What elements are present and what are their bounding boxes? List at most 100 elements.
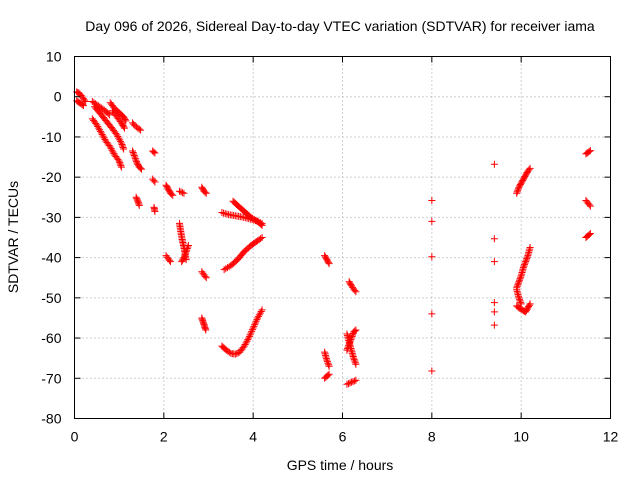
data-points: [73, 88, 594, 388]
data-point: [520, 262, 528, 270]
data-point: [325, 370, 333, 378]
data-point: [93, 121, 101, 129]
data-point: [325, 361, 333, 369]
data-point: [344, 343, 352, 351]
data-point: [490, 321, 498, 329]
y-tick-label: -40: [41, 250, 61, 266]
data-point: [526, 244, 534, 252]
data-point: [490, 235, 498, 243]
data-point: [223, 210, 231, 218]
data-point: [351, 286, 359, 294]
data-point: [514, 279, 522, 287]
data-point: [514, 185, 522, 193]
data-point: [258, 234, 266, 241]
data-point: [345, 340, 353, 348]
data-point: [105, 111, 113, 119]
data-point: [245, 334, 253, 342]
data-point: [117, 139, 125, 147]
data-point: [516, 297, 524, 305]
data-point: [490, 160, 498, 168]
data-point: [515, 278, 523, 286]
data-point: [517, 300, 525, 308]
data-point: [428, 367, 436, 375]
data-point: [120, 123, 128, 131]
data-point: [231, 350, 239, 358]
data-point: [82, 98, 90, 106]
data-point: [151, 207, 159, 215]
data-point: [585, 201, 593, 209]
data-point: [521, 259, 529, 267]
data-point: [246, 331, 254, 339]
data-point: [257, 308, 265, 316]
data-point: [150, 148, 158, 156]
data-point: [522, 256, 530, 264]
data-point: [151, 149, 159, 157]
data-point: [130, 150, 138, 158]
data-point: [132, 156, 140, 164]
data-point: [251, 319, 259, 327]
data-point: [245, 332, 253, 340]
data-point: [225, 348, 233, 356]
data-point: [167, 258, 175, 266]
x-tick-label: 0: [71, 429, 79, 445]
data-point: [350, 356, 358, 364]
data-point: [514, 186, 522, 194]
data-point: [184, 242, 192, 250]
data-point: [352, 326, 360, 334]
data-point: [97, 129, 105, 137]
data-point: [138, 165, 145, 173]
data-point: [350, 377, 358, 385]
data-point: [348, 333, 356, 341]
data-point: [352, 288, 360, 296]
data-point: [515, 295, 523, 303]
data-point: [525, 166, 533, 174]
data-point: [526, 300, 534, 308]
data-point: [324, 371, 332, 379]
data-point: [258, 221, 266, 229]
data-point: [104, 110, 112, 118]
data-point: [428, 196, 436, 204]
data-point: [586, 202, 594, 210]
y-tick-label: -70: [41, 370, 61, 386]
data-point: [343, 380, 351, 388]
data-point: [515, 294, 523, 302]
data-point: [184, 243, 192, 251]
data-point: [347, 378, 355, 386]
data-point: [323, 356, 331, 364]
data-point: [130, 152, 138, 160]
data-point: [95, 124, 103, 132]
data-point: [519, 264, 527, 272]
data-point: [513, 189, 521, 197]
data-point: [129, 147, 137, 155]
data-point: [202, 189, 210, 197]
axis-ticks: [74, 56, 611, 419]
data-point: [254, 314, 262, 322]
x-tick-label: 6: [339, 429, 347, 445]
data-point: [99, 132, 107, 140]
data-point: [344, 345, 352, 353]
data-point: [106, 143, 114, 151]
data-point: [107, 145, 115, 153]
data-point: [131, 153, 139, 161]
data-point: [490, 299, 498, 307]
data-point: [114, 133, 122, 141]
data-point: [233, 349, 241, 357]
data-point: [490, 258, 498, 266]
data-point: [136, 164, 144, 172]
data-point: [131, 155, 139, 163]
data-point: [121, 124, 129, 132]
data-point: [256, 309, 264, 317]
data-point: [249, 324, 257, 332]
data-point: [201, 272, 209, 280]
data-point: [78, 101, 86, 109]
data-point: [345, 342, 353, 350]
data-point: [255, 312, 263, 320]
y-tick-label: -60: [41, 330, 61, 346]
data-point: [181, 251, 189, 259]
data-point: [523, 255, 531, 263]
y-tick-label: 10: [46, 49, 62, 65]
data-point: [428, 217, 436, 225]
data-point: [150, 177, 158, 185]
x-tick-label: 2: [160, 429, 168, 445]
